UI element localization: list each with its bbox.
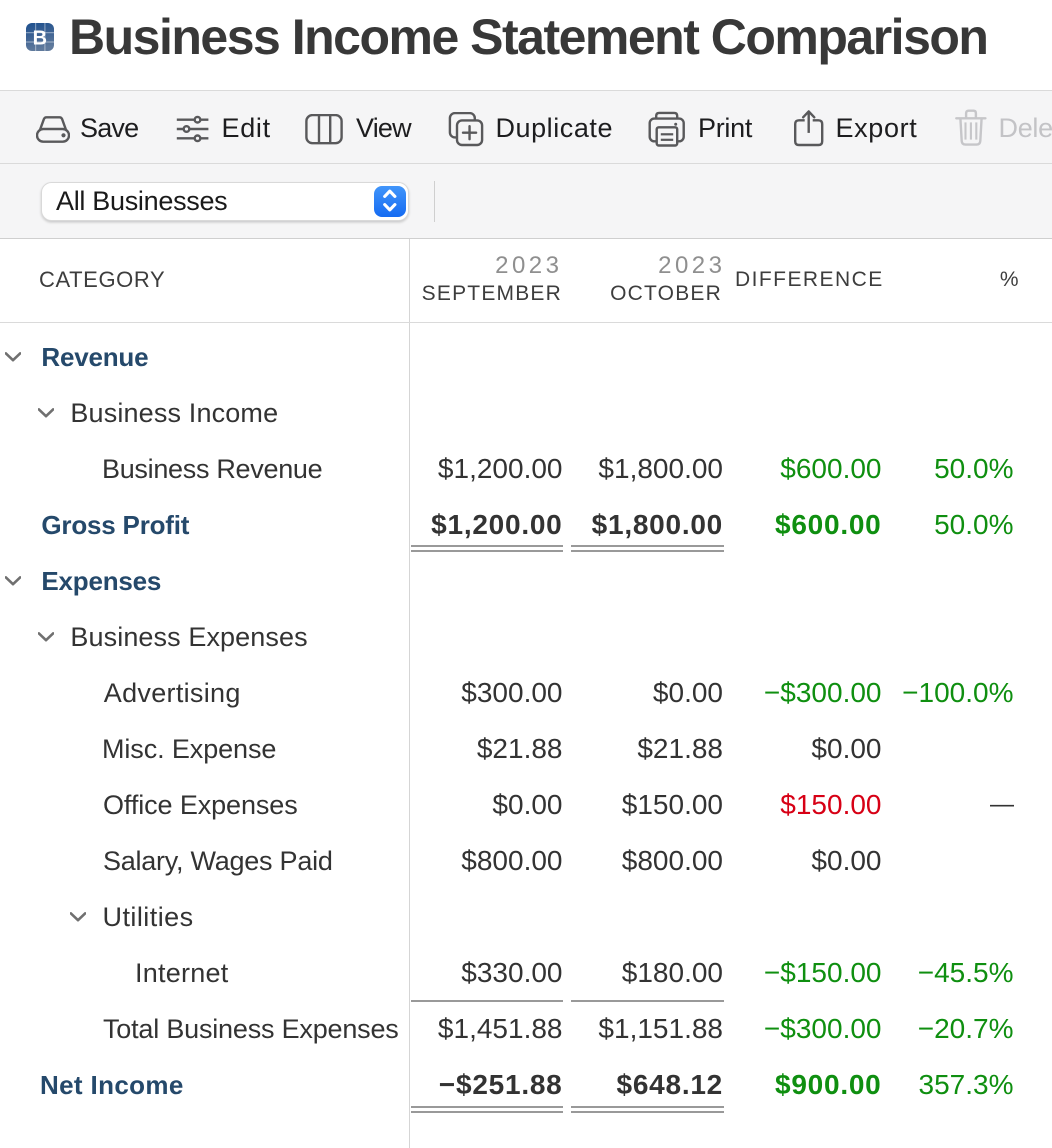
svg-text:B: B — [32, 27, 46, 49]
